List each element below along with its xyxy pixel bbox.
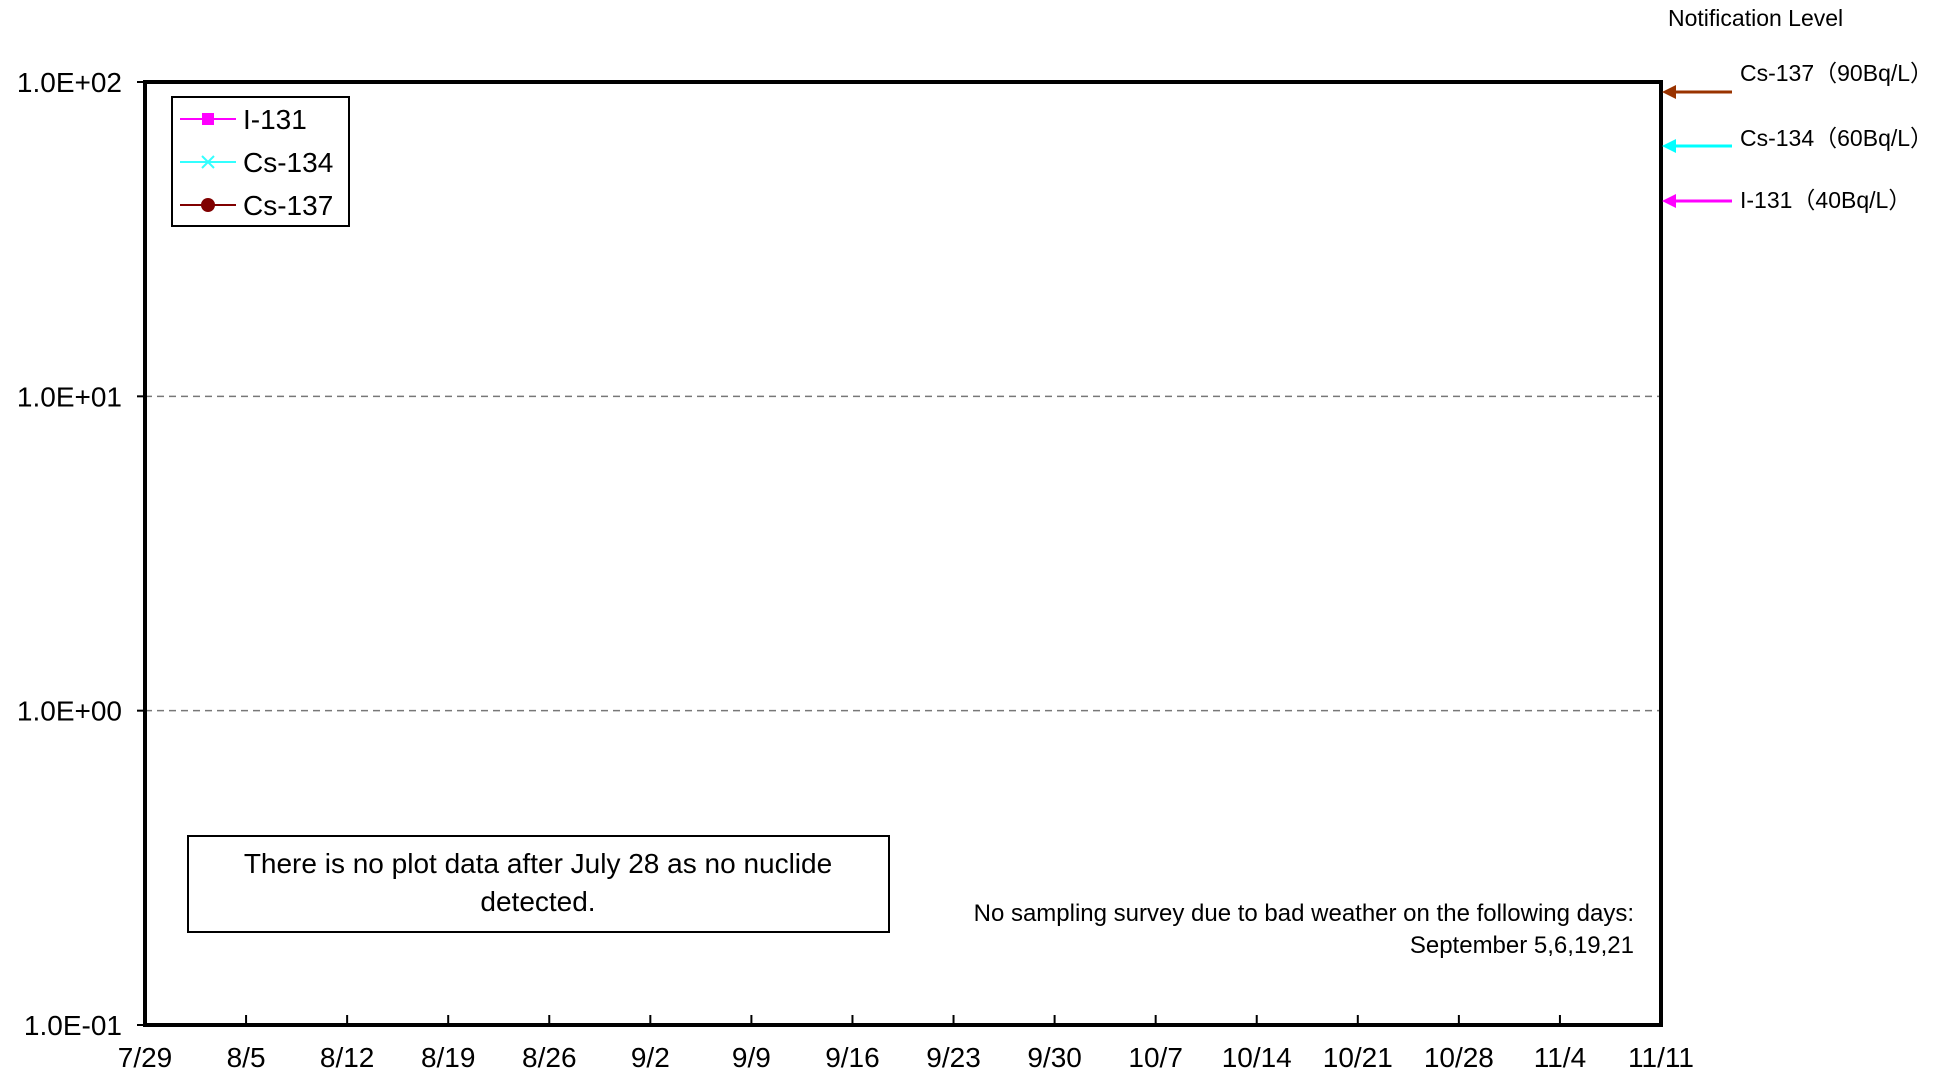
notification-cs134: Cs-134（60Bq/L） (1662, 125, 1933, 153)
x-tick-label: 8/5 (227, 1042, 266, 1072)
y-tick-label: 1.0E+01 (17, 381, 122, 412)
grid-lines (145, 395, 1661, 712)
weather-note-line-1: No sampling survey due to bad weather on… (974, 900, 1634, 927)
arrowhead-icon (1662, 139, 1676, 153)
weather-note-line-2: September 5,6,19,21 (1410, 932, 1634, 959)
notification-label-cs134: Cs-134（60Bq/L） (1740, 125, 1933, 151)
x-tick-label: 9/16 (825, 1042, 880, 1072)
legend-marker-x (201, 155, 215, 169)
x-tick-label: 9/23 (926, 1042, 981, 1072)
no-data-box (187, 835, 890, 933)
x-tick-label: 11/4 (1534, 1042, 1586, 1072)
x-tick-label: 9/2 (631, 1042, 670, 1072)
x-tick-label: 8/19 (421, 1042, 476, 1072)
x-tick-label: 10/28 (1424, 1042, 1494, 1072)
y-tick-label: 1.0E+00 (17, 696, 122, 727)
arrowhead-icon (1662, 85, 1676, 99)
legend-item-cs137: Cs-137 (180, 190, 333, 221)
notification-levels: Notification Level Cs-137（90Bq/L） Cs-134… (1662, 5, 1933, 213)
y-tick-label: 1.0E+02 (17, 67, 122, 98)
legend: I-131 Cs-134 Cs-137 (171, 96, 350, 227)
no-data-line-1: There is no plot data after July 28 as n… (244, 848, 832, 879)
legend-label-cs137: Cs-137 (243, 190, 333, 221)
x-tick-label: 8/26 (522, 1042, 577, 1072)
notification-title: Notification Level (1668, 5, 1843, 31)
legend-marker-circle (201, 198, 215, 212)
notification-cs137: Cs-137（90Bq/L） (1662, 60, 1933, 99)
legend-item-i131: I-131 (180, 104, 307, 135)
arrowhead-icon (1662, 194, 1676, 208)
x-tick-label: 11/11 (1628, 1042, 1694, 1072)
notification-label-i131: I-131（40Bq/L） (1740, 187, 1911, 213)
y-tick-label: 1.0E-01 (24, 1010, 122, 1041)
x-tick-label: 9/9 (732, 1042, 771, 1072)
no-data-annotation: There is no plot data after July 28 as n… (187, 835, 890, 933)
x-tick-label: 8/12 (320, 1042, 375, 1072)
legend-label-i131: I-131 (243, 104, 307, 135)
x-tick-label: 10/21 (1323, 1042, 1393, 1072)
notification-label-cs137: Cs-137（90Bq/L） (1740, 60, 1933, 86)
legend-item-cs134: Cs-134 (180, 147, 333, 178)
legend-label-cs134: Cs-134 (243, 147, 333, 178)
plot-area-frame (143, 80, 1663, 1027)
y-axis: 1.0E+02 1.0E+01 1.0E+00 1.0E-01 (17, 67, 145, 1041)
no-data-line-2: detected. (480, 886, 595, 917)
x-tick-label: 9/30 (1027, 1042, 1082, 1072)
x-axis: 7/29 8/5 8/12 8/19 8/26 9/2 9/9 9/16 9/23 9/30 10/… (118, 1015, 1694, 1072)
weather-note: No sampling survey due to bad weather on… (974, 900, 1634, 959)
notification-i131: I-131（40Bq/L） (1662, 187, 1911, 213)
legend-marker-square (202, 113, 214, 125)
x-tick-label: 10/14 (1222, 1042, 1292, 1072)
x-tick-label: 10/7 (1128, 1042, 1183, 1072)
x-tick-label: 7/29 (118, 1042, 173, 1072)
